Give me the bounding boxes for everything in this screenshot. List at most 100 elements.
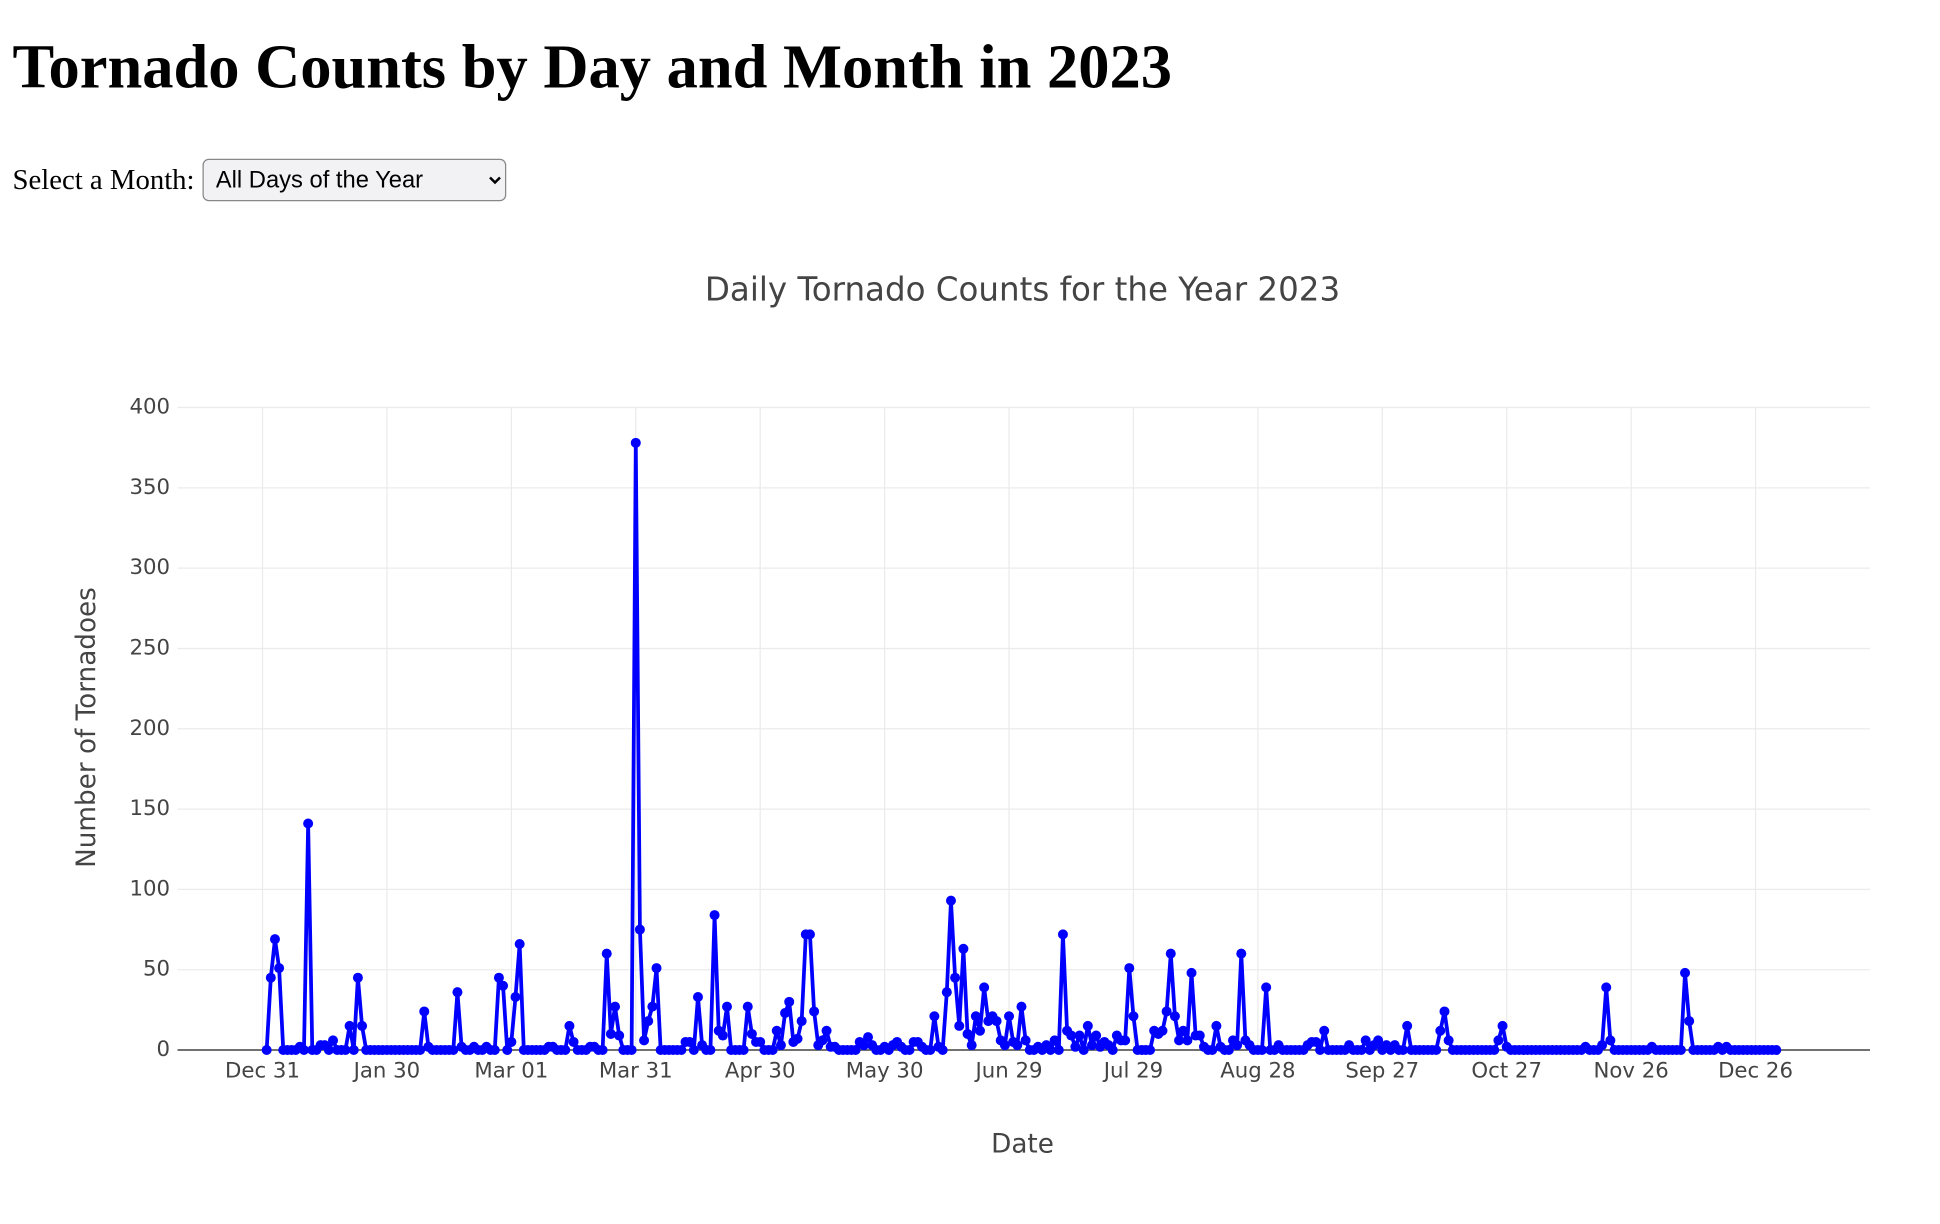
data-point [1082, 1020, 1093, 1031]
month-control: Select a Month: All Days of the Year [12, 158, 506, 202]
data-point [265, 972, 276, 983]
data-point [1310, 1036, 1321, 1047]
data-point [1091, 1030, 1102, 1041]
data-point [1128, 1011, 1139, 1022]
data-point [1157, 1025, 1168, 1036]
data-point [954, 1020, 965, 1031]
data-point [705, 1045, 716, 1055]
y-tick-label: 400 [129, 395, 170, 420]
data-point [1066, 1030, 1077, 1041]
data-point [415, 1045, 426, 1055]
x-tick-label: Jul 29 [1102, 1058, 1163, 1083]
data-point [1053, 1045, 1064, 1055]
data-point [1078, 1045, 1089, 1055]
x-tick-label: May 30 [846, 1058, 924, 1083]
data-point [610, 1001, 621, 1012]
data-point [651, 963, 662, 974]
data-point [767, 1045, 778, 1055]
data-point [1443, 1035, 1454, 1046]
x-tick-label: Dec 26 [1718, 1058, 1793, 1083]
data-point [1497, 1020, 1508, 1031]
data-point [863, 1032, 874, 1043]
data-point [792, 1033, 803, 1044]
data-point [1439, 1006, 1450, 1017]
data-point [419, 1006, 430, 1017]
data-point [974, 1025, 985, 1036]
data-point [817, 1035, 828, 1046]
chart-title: Daily Tornado Counts for the Year 2023 [705, 270, 1340, 308]
data-point [448, 1045, 459, 1055]
data-point [1145, 1045, 1156, 1055]
data-point [647, 1001, 658, 1012]
data-point [1601, 982, 1612, 993]
data-point [626, 1045, 637, 1055]
data-point [605, 1028, 616, 1039]
data-point [858, 1040, 869, 1051]
x-axis-title: Date [991, 1130, 1054, 1160]
data-point [1771, 1045, 1782, 1055]
data-point [1236, 948, 1247, 959]
data-point [966, 1040, 977, 1051]
data-point [991, 1016, 1002, 1027]
select-label: Select a Month: [12, 163, 195, 195]
data-point [804, 929, 815, 940]
data-point [634, 924, 645, 935]
data-point [962, 1028, 973, 1039]
data-point [1675, 1045, 1686, 1055]
x-tick-label: Nov 26 [1593, 1058, 1668, 1083]
data-point [958, 943, 969, 954]
data-point [357, 1020, 368, 1031]
data-point [601, 948, 612, 959]
data-point [502, 1045, 513, 1055]
data-point [1074, 1030, 1085, 1041]
data-point [597, 1045, 608, 1055]
data-point [1049, 1035, 1060, 1046]
x-tick-label: Mar 31 [599, 1058, 673, 1083]
data-point [1086, 1040, 1097, 1051]
data-point [1684, 1016, 1695, 1027]
data-point [688, 1045, 699, 1055]
data-point [1070, 1041, 1081, 1052]
data-point [1319, 1025, 1330, 1036]
y-tick-label: 250 [129, 635, 170, 660]
data-point [742, 1001, 753, 1012]
data-point [1261, 982, 1272, 993]
data-point [1402, 1020, 1413, 1031]
y-tick-label: 100 [129, 876, 170, 901]
data-line [264, 440, 1777, 1052]
y-axis-title: Number of Tornadoes [72, 587, 102, 868]
data-point [796, 1016, 807, 1027]
data-point [1194, 1030, 1205, 1041]
data-point [1045, 1045, 1056, 1055]
data-point [639, 1035, 650, 1046]
month-select[interactable]: All Days of the Year [202, 158, 506, 202]
x-tick-label: Jan 30 [352, 1058, 421, 1083]
x-tick-label: Mar 01 [474, 1058, 548, 1083]
data-point [1107, 1045, 1118, 1055]
data-point [1680, 967, 1691, 978]
data-point [717, 1030, 728, 1041]
data-point [784, 996, 795, 1007]
data-point [929, 1011, 940, 1022]
data-point [979, 982, 990, 993]
grid [177, 406, 1870, 1051]
data-point [925, 1045, 936, 1055]
data-point [1120, 1035, 1131, 1046]
data-point [630, 437, 641, 448]
data-point [1057, 929, 1068, 940]
data-point [323, 1045, 334, 1055]
y-tick-label: 0 [156, 1037, 170, 1062]
data-point [1207, 1045, 1218, 1055]
data-point [303, 818, 314, 829]
data-point [1431, 1045, 1442, 1055]
data-point [452, 987, 463, 998]
data-point [755, 1036, 766, 1047]
data-point [643, 1016, 654, 1027]
data-point [1435, 1025, 1446, 1036]
data-point [746, 1028, 757, 1039]
data-point [1356, 1045, 1367, 1055]
data-point [1124, 963, 1135, 974]
data-point [1169, 1011, 1180, 1022]
